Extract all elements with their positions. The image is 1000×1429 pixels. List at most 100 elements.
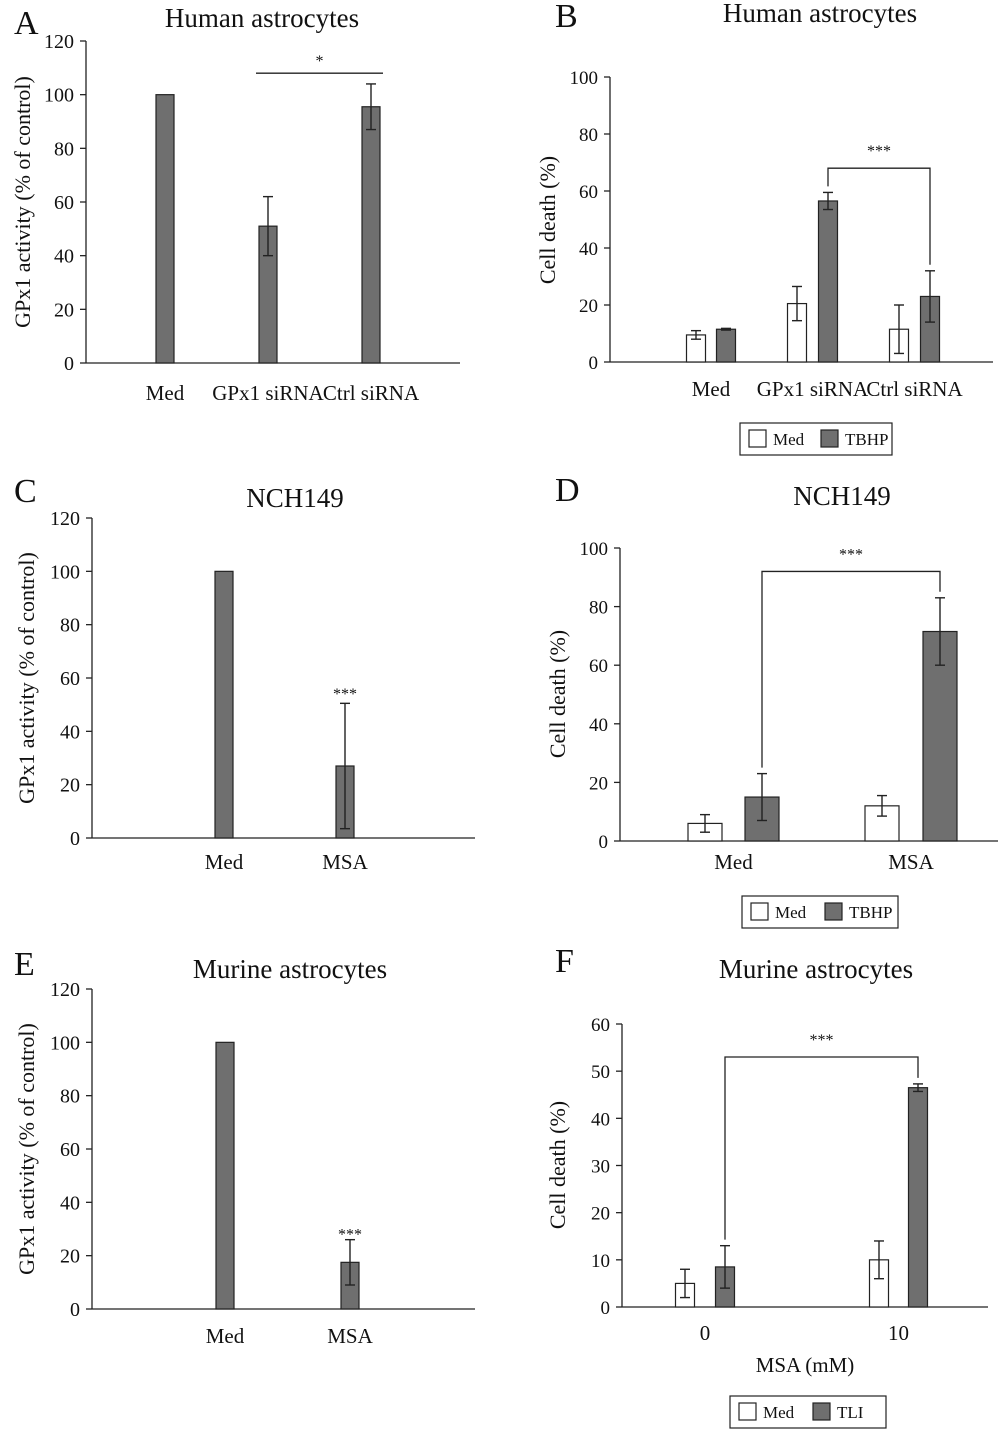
y-tick-label: 20 xyxy=(579,296,598,317)
x-category-label: Med xyxy=(205,850,244,874)
legend-swatch xyxy=(824,902,843,921)
panel-f: F Murine astrocytes Cell death (%) 0 10 20 30 4… xyxy=(545,943,988,1429)
x-category-label: Ctrl siRNA xyxy=(866,377,963,401)
bar xyxy=(817,200,839,363)
y-tick-label: 20 xyxy=(591,1204,610,1225)
chart-title: Murine astrocytes xyxy=(719,954,913,984)
legend: Med TBHP xyxy=(739,422,893,456)
y-tick-label: 0 xyxy=(601,1298,611,1319)
significance-marker: *** xyxy=(810,1032,834,1049)
x-category-label: Med xyxy=(714,850,753,874)
legend-label: TLI xyxy=(837,1403,864,1422)
y-tick-label: 10 xyxy=(591,1251,610,1272)
panel-letter: F xyxy=(555,943,574,980)
legend-swatch xyxy=(820,429,839,448)
significance-bracket xyxy=(827,167,931,265)
panel-letter: C xyxy=(14,473,37,510)
bar xyxy=(361,106,381,364)
y-tick-label: 80 xyxy=(589,598,608,619)
panel-d: D NCH149 Cell death (%) 0 20 40 60 80 100 Med MSA *… xyxy=(545,472,998,929)
significance-bracket xyxy=(761,570,941,768)
y-tick-label: 0 xyxy=(589,353,599,374)
x-category-label: MSA xyxy=(327,1324,373,1348)
panel-b: B Human astrocytes Cell death (%) 0 20 40 60 80… xyxy=(535,0,993,456)
legend-label: TBHP xyxy=(849,903,892,922)
x-category-label: 10 xyxy=(888,1321,909,1345)
significance-bracket xyxy=(724,1056,919,1240)
y-tick-label: 50 xyxy=(591,1062,610,1083)
x-category-label: MSA xyxy=(888,850,934,874)
panel-letter: B xyxy=(555,0,578,35)
legend: Med TLI xyxy=(729,1395,887,1429)
y-tick-label: 20 xyxy=(60,775,80,797)
y-tick-label: 0 xyxy=(70,828,80,850)
bar xyxy=(155,94,175,364)
bar xyxy=(715,328,737,363)
x-category-label: GPx1 siRNA xyxy=(212,381,324,405)
y-tick-label: 40 xyxy=(579,239,598,260)
y-tick-label: 80 xyxy=(579,125,598,146)
panel-letter: E xyxy=(14,946,35,983)
chart-title: Human astrocytes xyxy=(165,3,359,33)
y-tick-label: 0 xyxy=(599,832,609,853)
bar xyxy=(215,1041,235,1310)
y-tick-label: 0 xyxy=(64,353,74,375)
y-tick-label: 40 xyxy=(591,1109,610,1130)
chart-title: NCH149 xyxy=(246,483,344,513)
y-tick-label: 20 xyxy=(54,299,74,321)
panel-letter: A xyxy=(14,5,39,42)
y-tick-label: 30 xyxy=(591,1157,610,1178)
x-category-label: Med xyxy=(206,1324,245,1348)
y-tick-label: 100 xyxy=(50,561,80,583)
y-tick-label: 100 xyxy=(44,85,74,107)
y-tick-label: 20 xyxy=(589,773,608,794)
y-tick-label: 120 xyxy=(44,31,74,53)
y-tick-label: 100 xyxy=(50,1032,80,1054)
y-tick-label: 60 xyxy=(60,1139,80,1161)
y-tick-label: 0 xyxy=(70,1299,80,1321)
panel-a: A Human astrocytes GPx1 activity (% of con… xyxy=(10,3,460,405)
y-axis-label: GPx1 activity (% of control) xyxy=(14,552,39,804)
y-tick-label: 100 xyxy=(580,539,609,560)
legend-label: Med xyxy=(763,1403,795,1422)
panel-c: C NCH149 GPx1 activity (% of control) 0 20 40… xyxy=(14,473,475,874)
significance-marker: *** xyxy=(839,546,863,563)
x-category-label: Med xyxy=(146,381,185,405)
y-axis-label: Cell death (%) xyxy=(535,156,560,284)
significance-marker: * xyxy=(316,53,324,70)
x-category-label: MSA xyxy=(322,850,368,874)
chart-title: Murine astrocytes xyxy=(193,954,387,984)
y-tick-label: 120 xyxy=(50,508,80,530)
legend: Med TBHP xyxy=(741,895,899,929)
x-axis-title: MSA (mM) xyxy=(756,1353,855,1377)
bar xyxy=(907,1087,929,1308)
y-axis-label: GPx1 activity (% of control) xyxy=(14,1023,39,1275)
x-category-label: GPx1 siRNA xyxy=(757,377,869,401)
legend-swatch xyxy=(738,1402,757,1421)
y-tick-label: 20 xyxy=(60,1246,80,1268)
chart-title: Human astrocytes xyxy=(723,0,917,28)
legend-label: TBHP xyxy=(845,430,888,449)
y-tick-label: 80 xyxy=(60,615,80,637)
y-tick-label: 40 xyxy=(60,1192,80,1214)
y-axis-label: Cell death (%) xyxy=(545,630,570,758)
significance-marker: *** xyxy=(338,1226,362,1243)
y-tick-label: 40 xyxy=(60,721,80,743)
legend-swatch xyxy=(750,902,769,921)
y-tick-label: 60 xyxy=(579,182,598,203)
significance-marker: *** xyxy=(333,686,357,703)
y-tick-label: 80 xyxy=(54,138,74,160)
chart-title: NCH149 xyxy=(793,481,891,511)
y-tick-label: 40 xyxy=(589,715,608,736)
y-tick-label: 40 xyxy=(54,246,74,268)
panel-e: E Murine astrocytes GPx1 activity (% of co… xyxy=(14,946,475,1348)
x-category-label: Med xyxy=(692,377,731,401)
y-tick-label: 100 xyxy=(570,68,599,89)
legend-swatch xyxy=(812,1402,831,1421)
x-category-label: 0 xyxy=(700,1321,711,1345)
y-axis-label: Cell death (%) xyxy=(545,1101,570,1229)
legend-swatch xyxy=(748,429,767,448)
y-axis-label: GPx1 activity (% of control) xyxy=(10,76,35,328)
legend-label: Med xyxy=(775,903,807,922)
